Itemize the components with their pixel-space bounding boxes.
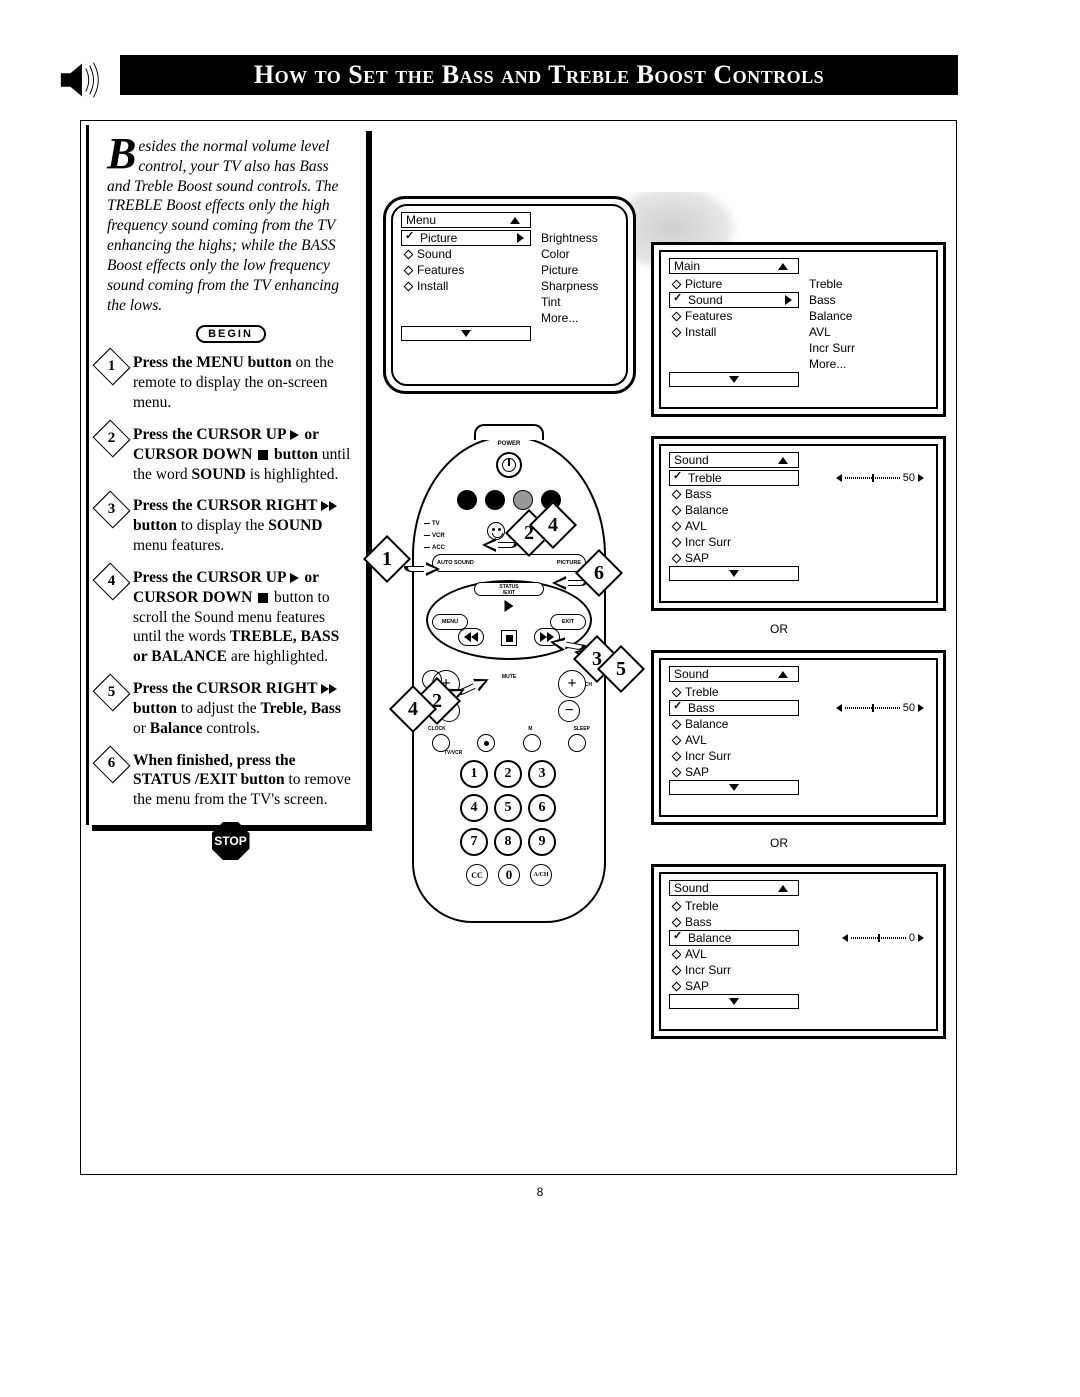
m-button[interactable] (523, 734, 541, 752)
menu-button[interactable]: MENU (432, 614, 468, 630)
step-number-3: 3 (99, 497, 124, 522)
step-number-2: 2 (99, 426, 124, 451)
ach-button[interactable]: A/CH (530, 864, 552, 886)
mode-dot-yellow[interactable] (513, 490, 533, 510)
cc-button[interactable]: CC (466, 864, 488, 886)
callout-6: 6 (582, 556, 616, 590)
mode-dot-red[interactable] (457, 490, 477, 510)
num-8[interactable]: 8 (494, 828, 522, 856)
begin-badge: BEGIN (196, 325, 266, 343)
step-number-4: 4 (99, 569, 124, 594)
menu-item-features: Features (401, 262, 531, 278)
step-6: 6 When finished, press the STATUS /EXIT … (107, 751, 354, 810)
num-4[interactable]: 4 (460, 794, 488, 822)
num-3[interactable]: 3 (528, 760, 556, 788)
sound-menu-bass: Sound Treble Bass Balance AVL Incr Surr … (651, 650, 946, 825)
ch-down-button[interactable]: − (558, 700, 580, 722)
step-1: 1 Press the MENU button on the remote to… (107, 353, 354, 412)
step-5: 5 Press the CURSOR RIGHT button to adjus… (107, 679, 354, 738)
main-menu-panel: Main Picture Sound Features Install Treb… (651, 242, 946, 417)
stop-badge: STOP (212, 822, 250, 860)
mode-labels: TVVCRACC (424, 518, 445, 554)
exit-button[interactable]: EXIT (550, 614, 586, 630)
sleep-button[interactable] (568, 734, 586, 752)
sound-menu-balance: Sound Treble Bass Balance AVL Incr Surr … (651, 864, 946, 1039)
num-2[interactable]: 2 (494, 760, 522, 788)
remote-control: POWER TVVCRACC AUTO SOUNDPICTURE STATUS/… (412, 436, 606, 923)
mode-buttons (414, 490, 604, 510)
tv-screen-menu: Menu Picture Sound Features Install Brig… (383, 196, 636, 394)
num-5[interactable]: 5 (494, 794, 522, 822)
cursor-up-icon[interactable] (505, 600, 514, 612)
speaker-icon (57, 60, 105, 100)
sound-menu-treble: Sound Treble Bass Balance AVL Incr Surr … (651, 436, 946, 611)
intro-paragraph: B esides the normal volume level control… (107, 137, 354, 315)
step-number-5: 5 (99, 680, 124, 705)
callout-5: 5 (604, 652, 638, 686)
num-0[interactable]: 0 (498, 864, 520, 886)
menu-item-install: Install (401, 278, 531, 294)
menu-item-sound: Sound (401, 246, 531, 262)
callout-4: 4 (536, 508, 570, 542)
number-pad: 1 2 3 4 5 6 7 8 9 (460, 760, 558, 858)
instruction-box: B esides the normal volume level control… (86, 125, 366, 825)
page-title: How to Set the Bass and Treble Boost Con… (120, 55, 958, 95)
step-number-1: 1 (99, 354, 124, 379)
power-button[interactable] (496, 452, 522, 478)
menu-footer (401, 326, 531, 341)
power-label: POWER (498, 441, 521, 447)
num-9[interactable]: 9 (528, 828, 556, 856)
intro-text: esides the normal volume level control, … (107, 138, 339, 314)
or-label-1: OR (770, 622, 788, 636)
stop-button[interactable] (501, 630, 517, 646)
or-label-2: OR (770, 836, 788, 850)
step-number-6: 6 (99, 752, 124, 777)
bottom-buttons: CC 0 A/CH (466, 864, 552, 886)
num-7[interactable]: 7 (460, 828, 488, 856)
callout-4b: 4 (396, 692, 430, 726)
menu-item-picture: Picture (401, 230, 531, 246)
status-exit-button[interactable]: STATUS/EXIT (474, 582, 544, 596)
step-3: 3 Press the CURSOR RIGHT button to displ… (107, 496, 354, 555)
mode-dot-green[interactable] (485, 490, 505, 510)
step-4: 4 Press the CURSOR UP or CURSOR DOWN but… (107, 568, 354, 667)
page-number: 8 (537, 1185, 544, 1199)
record-button[interactable] (477, 734, 495, 752)
menu-header: Menu (401, 212, 531, 228)
callout-1: 1 (370, 542, 404, 576)
num-1[interactable]: 1 (460, 760, 488, 788)
num-6[interactable]: 6 (528, 794, 556, 822)
dropcap: B (107, 137, 138, 171)
step-2: 2 Press the CURSOR UP or CURSOR DOWN but… (107, 425, 354, 484)
